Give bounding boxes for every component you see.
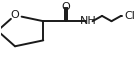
Text: Cl: Cl: [125, 11, 136, 21]
Text: NH: NH: [80, 16, 97, 26]
Text: O: O: [11, 10, 19, 20]
Text: O: O: [62, 2, 70, 12]
